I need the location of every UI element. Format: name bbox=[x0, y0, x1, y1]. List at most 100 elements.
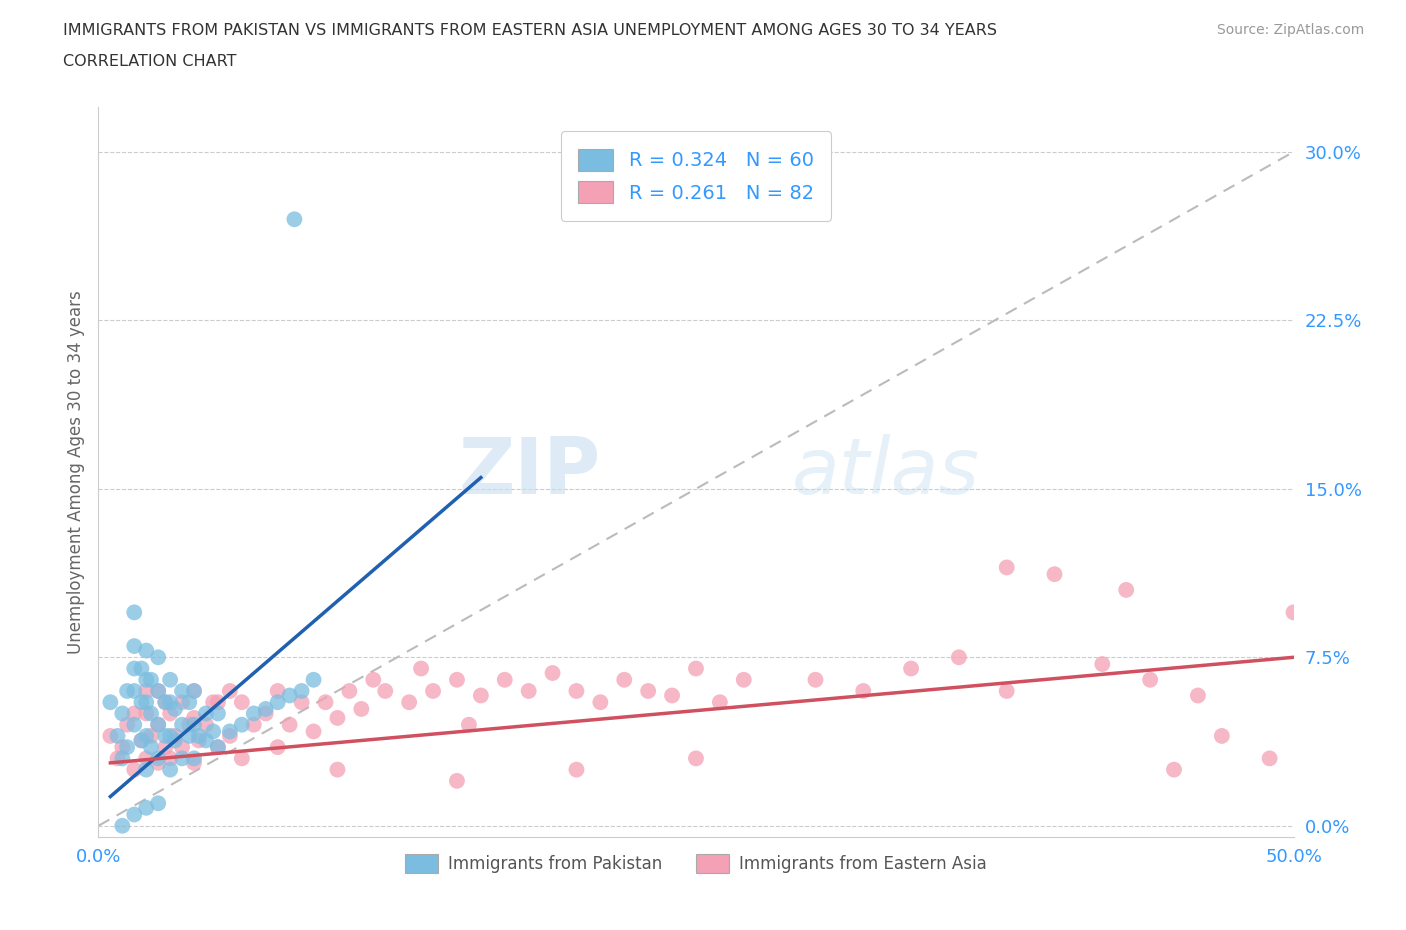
Point bbox=[1211, 728, 1233, 743]
Point bbox=[494, 672, 516, 687]
Point bbox=[446, 774, 468, 789]
Point bbox=[139, 739, 162, 754]
Point bbox=[231, 717, 253, 732]
Point bbox=[124, 639, 146, 654]
Point bbox=[470, 688, 492, 703]
Point bbox=[124, 604, 146, 619]
Point bbox=[172, 695, 194, 710]
Point bbox=[195, 733, 218, 748]
Point bbox=[107, 751, 129, 765]
Point bbox=[187, 728, 209, 743]
Point bbox=[243, 706, 266, 721]
Point bbox=[131, 733, 153, 748]
Point bbox=[183, 711, 205, 725]
Point bbox=[363, 672, 385, 687]
Point bbox=[98, 728, 122, 743]
Text: Source: ZipAtlas.com: Source: ZipAtlas.com bbox=[1216, 23, 1364, 37]
Point bbox=[172, 751, 194, 765]
Point bbox=[159, 728, 181, 743]
Legend: Immigrants from Pakistan, Immigrants from Eastern Asia: Immigrants from Pakistan, Immigrants fro… bbox=[398, 847, 994, 880]
Point bbox=[302, 724, 325, 738]
Point bbox=[709, 695, 731, 710]
Point bbox=[254, 701, 277, 716]
Point bbox=[124, 717, 146, 732]
Point bbox=[411, 661, 433, 676]
Point bbox=[148, 684, 170, 698]
Point bbox=[115, 717, 138, 732]
Point bbox=[98, 695, 122, 710]
Point bbox=[374, 684, 396, 698]
Point bbox=[1139, 672, 1161, 687]
Y-axis label: Unemployment Among Ages 30 to 34 years: Unemployment Among Ages 30 to 34 years bbox=[66, 290, 84, 654]
Point bbox=[852, 684, 875, 698]
Point bbox=[139, 672, 162, 687]
Point bbox=[219, 724, 242, 738]
Point bbox=[139, 706, 162, 721]
Text: atlas: atlas bbox=[792, 434, 980, 510]
Point bbox=[135, 684, 157, 698]
Point bbox=[207, 695, 229, 710]
Point bbox=[183, 751, 205, 765]
Point bbox=[148, 717, 170, 732]
Point bbox=[159, 751, 181, 765]
Point bbox=[339, 684, 361, 698]
Point bbox=[183, 717, 205, 732]
Point bbox=[179, 695, 201, 710]
Point bbox=[139, 728, 162, 743]
Point bbox=[1282, 604, 1305, 619]
Point bbox=[163, 728, 186, 743]
Point bbox=[733, 672, 755, 687]
Point bbox=[1091, 657, 1114, 671]
Point bbox=[267, 695, 290, 710]
Point bbox=[458, 717, 481, 732]
Point bbox=[219, 684, 242, 698]
Point bbox=[135, 801, 157, 816]
Point bbox=[148, 755, 170, 770]
Point bbox=[398, 695, 420, 710]
Point bbox=[148, 796, 170, 811]
Point bbox=[685, 751, 707, 765]
Point bbox=[124, 684, 146, 698]
Point bbox=[195, 706, 218, 721]
Point bbox=[613, 672, 636, 687]
Point bbox=[685, 661, 707, 676]
Point bbox=[111, 751, 134, 765]
Point bbox=[111, 706, 134, 721]
Point bbox=[115, 739, 138, 754]
Point bbox=[131, 733, 153, 748]
Point bbox=[207, 706, 229, 721]
Point bbox=[302, 672, 325, 687]
Point bbox=[446, 672, 468, 687]
Point bbox=[115, 684, 138, 698]
Point bbox=[267, 684, 290, 698]
Point bbox=[131, 695, 153, 710]
Point bbox=[315, 695, 337, 710]
Point bbox=[1187, 688, 1209, 703]
Point bbox=[267, 739, 290, 754]
Point bbox=[948, 650, 970, 665]
Point bbox=[135, 763, 157, 777]
Point bbox=[148, 650, 170, 665]
Point bbox=[159, 672, 181, 687]
Point bbox=[135, 751, 157, 765]
Point bbox=[124, 807, 146, 822]
Point bbox=[243, 717, 266, 732]
Point bbox=[135, 706, 157, 721]
Point bbox=[637, 684, 659, 698]
Point bbox=[326, 711, 349, 725]
Point bbox=[124, 763, 146, 777]
Point bbox=[172, 717, 194, 732]
Point bbox=[183, 755, 205, 770]
Point bbox=[135, 644, 157, 658]
Point bbox=[155, 695, 177, 710]
Point bbox=[231, 695, 253, 710]
Point bbox=[278, 717, 301, 732]
Point bbox=[1043, 566, 1066, 581]
Point bbox=[183, 684, 205, 698]
Point bbox=[135, 695, 157, 710]
Point bbox=[155, 739, 177, 754]
Point bbox=[900, 661, 922, 676]
Point bbox=[159, 695, 181, 710]
Text: ZIP: ZIP bbox=[458, 434, 600, 510]
Point bbox=[124, 706, 146, 721]
